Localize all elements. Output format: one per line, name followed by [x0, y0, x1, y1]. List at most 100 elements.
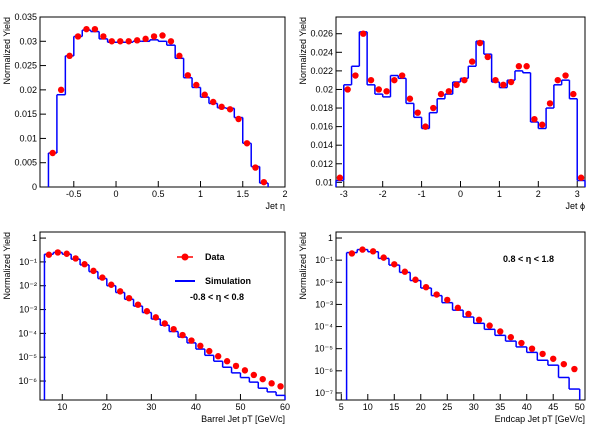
x-tick-label: -3 — [340, 189, 348, 199]
data-point — [142, 35, 149, 43]
data-point — [507, 334, 515, 341]
x-tick-label: 60 — [280, 402, 290, 412]
x-tick-label: 10 — [363, 402, 373, 412]
data-point — [445, 88, 453, 95]
y-tick-label: 10⁻² — [315, 277, 333, 287]
data-point — [360, 30, 367, 37]
y-tick-label: 0.005 — [14, 158, 37, 168]
data-point — [406, 95, 414, 102]
x-tick-label: 50 — [235, 402, 245, 412]
y-tick-label: 0.01 — [315, 177, 333, 187]
x-axis-title: Jet η — [265, 201, 285, 211]
data-point — [108, 38, 116, 45]
data-point — [539, 350, 546, 358]
data-point — [259, 375, 266, 383]
x-tick-label: 35 — [495, 402, 505, 412]
data-point — [546, 100, 554, 107]
y-tick-label: 10⁻⁵ — [19, 352, 38, 362]
data-point — [367, 76, 375, 84]
data-point — [235, 115, 242, 123]
data-point — [352, 72, 359, 79]
data-point — [91, 25, 99, 33]
data-point — [260, 178, 268, 186]
data-point — [277, 383, 284, 390]
data-point — [507, 78, 515, 86]
data-point — [116, 288, 124, 295]
data-point — [528, 345, 536, 352]
data-point — [398, 72, 406, 79]
data-point — [176, 52, 183, 60]
x-tick-label: 45 — [548, 402, 558, 412]
y-tick-label: 0 — [32, 182, 37, 192]
data-point — [562, 72, 569, 79]
y-tick-label: 10⁻⁶ — [19, 376, 38, 386]
y-tick-label: 0.022 — [310, 66, 333, 76]
data-point — [433, 291, 440, 298]
data-point — [375, 86, 382, 93]
data-point — [134, 301, 142, 308]
x-tick-label: 1.5 — [237, 189, 250, 199]
data-point — [518, 339, 525, 347]
y-axis-title: Normalized Yield — [2, 232, 12, 300]
data-point — [66, 52, 73, 60]
y-tick-label: 10⁻⁴ — [314, 322, 333, 332]
x-tick-label: -0.5 — [66, 189, 82, 199]
data-point — [577, 174, 585, 181]
data-point — [159, 32, 166, 39]
data-point — [133, 37, 141, 44]
data-point — [232, 362, 240, 370]
y-tick-label: 0.026 — [310, 29, 333, 39]
plot-frame — [39, 16, 286, 188]
data-point — [206, 347, 213, 355]
plot-frame — [39, 231, 286, 401]
data-point — [401, 268, 409, 275]
data-point — [167, 38, 175, 45]
x-tick-label: 40 — [522, 402, 532, 412]
x-axis-title: Endcap Jet pT [GeV/c] — [495, 414, 585, 424]
y-axis-title: Normalized Yield — [298, 17, 308, 85]
data-point — [223, 358, 231, 365]
x-tick-label: 3 — [575, 189, 580, 199]
data-point — [45, 251, 53, 258]
data-point — [99, 274, 106, 281]
x-tick-label: -1 — [418, 189, 426, 199]
data-point — [492, 76, 499, 84]
x-tick-label: 20 — [416, 402, 426, 412]
data-point — [63, 250, 70, 257]
data-point — [380, 254, 387, 261]
data-point — [336, 174, 344, 181]
data-point — [150, 33, 158, 40]
data-point — [454, 304, 462, 312]
data-point — [209, 98, 217, 106]
y-tick-label: 0.016 — [310, 122, 333, 132]
data-point — [531, 115, 538, 123]
data-point — [81, 261, 88, 268]
data-point — [268, 380, 275, 387]
data-point — [523, 63, 530, 70]
data-point — [72, 255, 79, 262]
x-tick-label: 1 — [497, 189, 502, 199]
data-point — [453, 81, 460, 89]
legend-label: Data — [205, 252, 226, 262]
data-point — [243, 140, 251, 147]
annotation: 0.8 < η < 1.8 — [503, 254, 554, 264]
x-tick-label: 30 — [469, 402, 479, 412]
y-tick-label: 0.014 — [310, 140, 333, 150]
data-point — [414, 109, 421, 116]
data-point — [383, 88, 390, 95]
data-point — [170, 325, 177, 333]
y-axis-title: Normalized Yield — [2, 17, 12, 85]
y-tick-label: 0.024 — [310, 47, 333, 57]
y-tick-label: 0.02 — [315, 84, 333, 94]
x-tick-label: 30 — [146, 402, 156, 412]
data-point — [193, 81, 200, 89]
data-point — [83, 25, 90, 33]
x-tick-label: 25 — [442, 402, 452, 412]
data-point — [369, 248, 377, 255]
data-point — [214, 353, 222, 360]
data-point — [344, 86, 351, 93]
data-point — [179, 331, 186, 339]
data-point — [49, 149, 56, 157]
x-tick-label: 0 — [458, 189, 463, 199]
x-tick-label: 40 — [191, 402, 201, 412]
